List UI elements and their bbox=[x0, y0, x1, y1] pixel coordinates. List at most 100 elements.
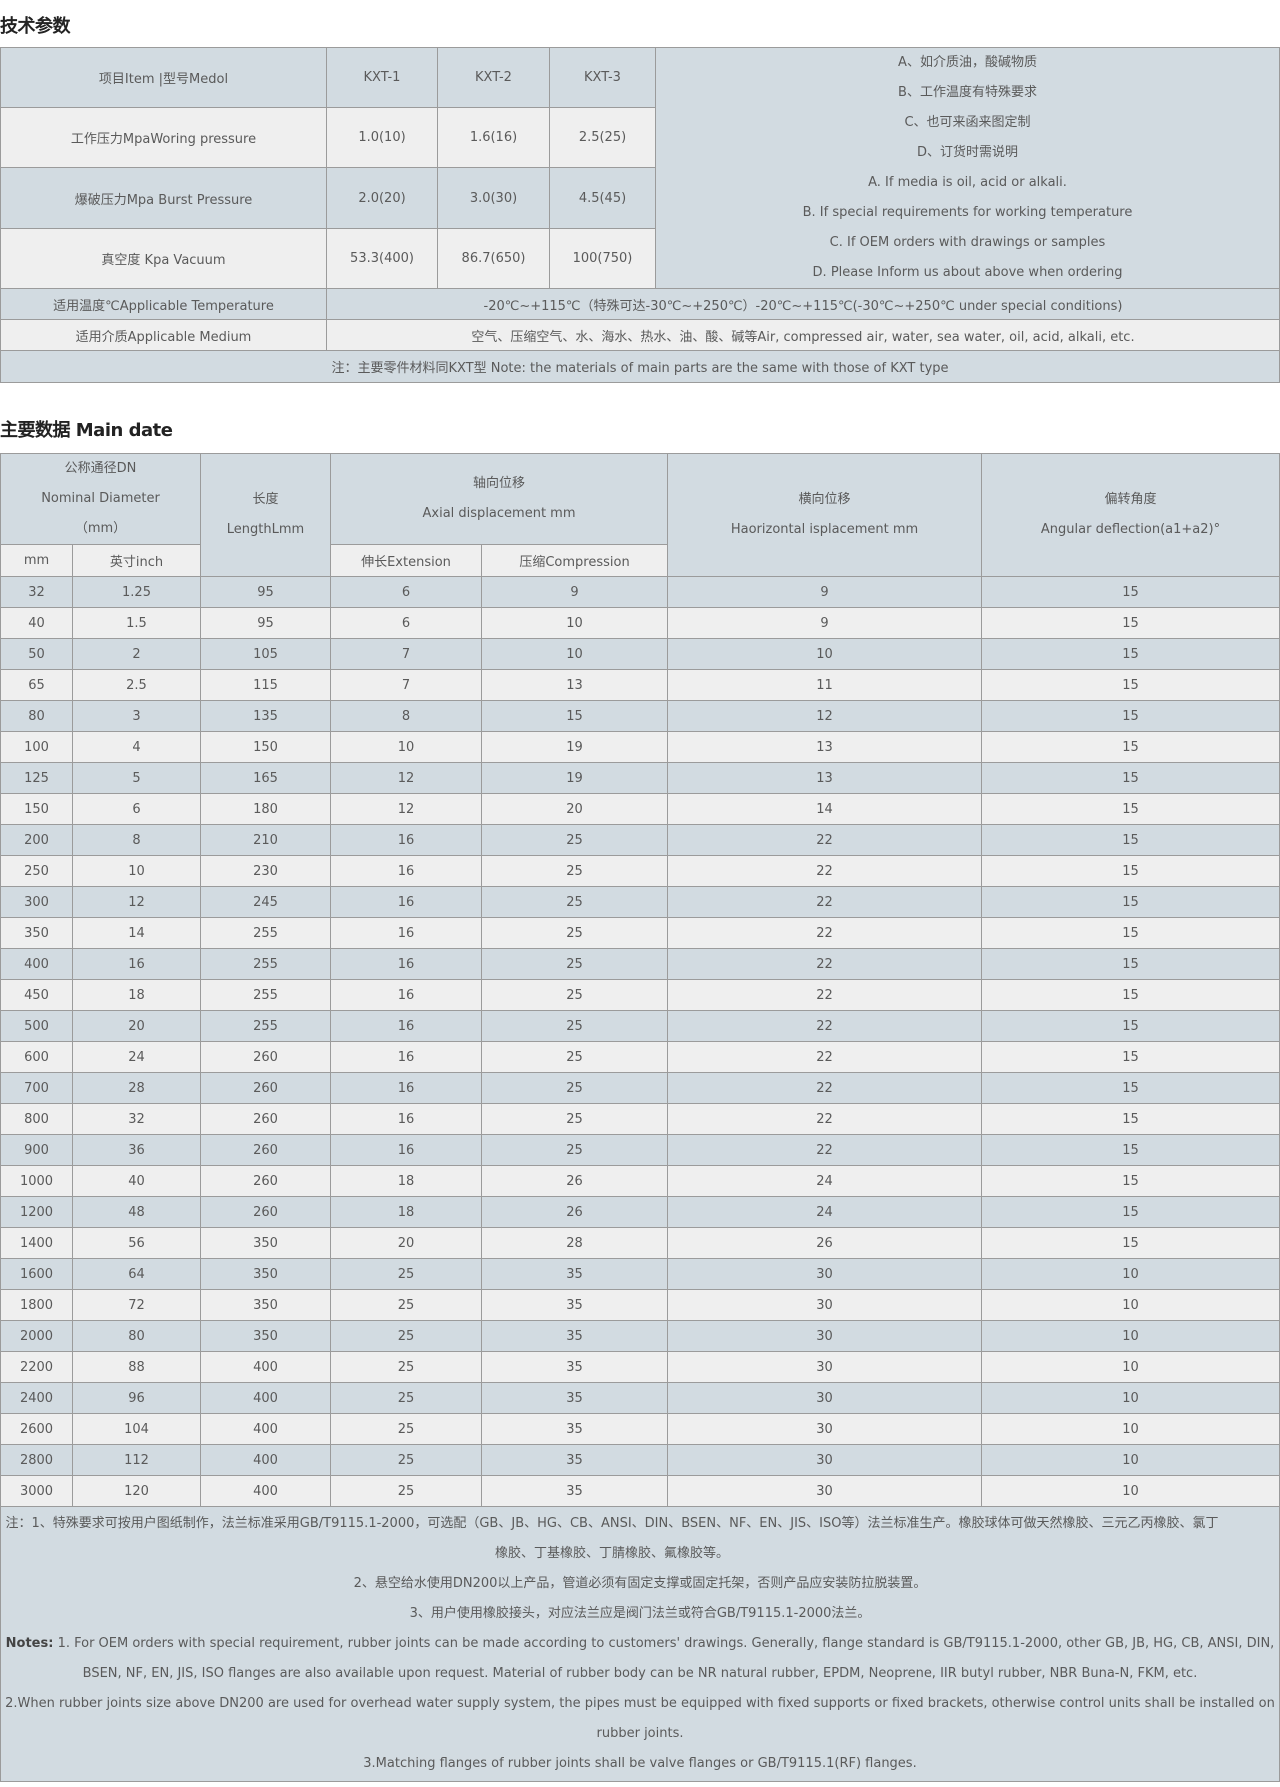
cell-extension: 16 bbox=[330, 948, 482, 980]
materials-note: 注：主要零件材料同KXT型 Note: the materials of mai… bbox=[0, 350, 1280, 383]
cell-dn-inch: 64 bbox=[72, 1258, 201, 1290]
cell: 2.5(25) bbox=[549, 107, 656, 168]
header-model: KXT-3 bbox=[549, 47, 656, 108]
cell-horizontal: 26 bbox=[667, 1227, 983, 1259]
section-title-tech-params: 技术参数 bbox=[0, 16, 71, 37]
cell-dn-inch: 1.25 bbox=[72, 576, 201, 608]
cell-extension: 16 bbox=[330, 979, 482, 1011]
cell-angular: 15 bbox=[981, 917, 1280, 949]
table-row: 65 2.5 115 7 13 11 15 bbox=[0, 669, 1280, 701]
remark: C. If OEM orders with drawings or sample… bbox=[829, 235, 1106, 250]
remark: B、工作温度有特殊要求 bbox=[898, 85, 1037, 100]
remark: D. Please Inform us about above when ord… bbox=[812, 265, 1123, 280]
table-row: 300 12 245 16 25 22 15 bbox=[0, 886, 1280, 918]
table-row: 32 1.25 95 6 9 9 15 bbox=[0, 576, 1280, 608]
cell-length: 180 bbox=[200, 793, 331, 825]
cell: 3.0(30) bbox=[437, 167, 550, 229]
cell-dn-mm: 300 bbox=[0, 886, 73, 918]
cell-dn-mm: 1400 bbox=[0, 1227, 73, 1259]
cell-angular: 15 bbox=[981, 855, 1280, 887]
cell-compression: 35 bbox=[480, 1289, 669, 1321]
cell-horizontal: 30 bbox=[667, 1258, 983, 1290]
cell-length: 245 bbox=[200, 886, 331, 918]
cell-horizontal: 22 bbox=[667, 948, 983, 980]
cell-horizontal: 9 bbox=[667, 576, 983, 608]
cell-compression: 35 bbox=[480, 1351, 669, 1383]
cell-extension: 12 bbox=[330, 793, 482, 825]
cell-angular: 15 bbox=[981, 638, 1280, 670]
cell-dn-inch: 18 bbox=[72, 979, 201, 1011]
header-horizontal: 横向位移 Haorizontal isplacement mm bbox=[667, 453, 983, 577]
cell-dn-inch: 112 bbox=[72, 1444, 201, 1476]
cell-dn-inch: 120 bbox=[72, 1475, 201, 1507]
row-label: 爆破压力Mpa Burst Pressure bbox=[0, 167, 327, 229]
header-extension: 伸长Extension bbox=[330, 544, 482, 577]
cell-horizontal: 22 bbox=[667, 1072, 983, 1104]
cell-dn-inch: 104 bbox=[72, 1413, 201, 1445]
cell: 1.0(10) bbox=[326, 107, 438, 168]
note-en: Notes: 1. For OEM orders with special re… bbox=[1, 1629, 1279, 1689]
cell-horizontal: 30 bbox=[667, 1475, 983, 1507]
temperature-label: 适用温度℃Applicable Temperature bbox=[0, 288, 327, 320]
cell-compression: 25 bbox=[480, 1072, 669, 1104]
cell-compression: 28 bbox=[480, 1227, 669, 1259]
cell-dn-mm: 125 bbox=[0, 762, 73, 794]
cell-compression: 35 bbox=[480, 1413, 669, 1445]
cell-dn-inch: 16 bbox=[72, 948, 201, 980]
cell-compression: 25 bbox=[480, 1103, 669, 1135]
cell-dn-mm: 32 bbox=[0, 576, 73, 608]
table-row: 1200 48 260 18 26 24 15 bbox=[0, 1196, 1280, 1228]
cell-dn-mm: 1800 bbox=[0, 1289, 73, 1321]
cell-dn-inch: 96 bbox=[72, 1382, 201, 1414]
cell-extension: 25 bbox=[330, 1258, 482, 1290]
cell-angular: 15 bbox=[981, 793, 1280, 825]
table-row: 500 20 255 16 25 22 15 bbox=[0, 1010, 1280, 1042]
table-row: 450 18 255 16 25 22 15 bbox=[0, 979, 1280, 1011]
cell-compression: 25 bbox=[480, 855, 669, 887]
cell-extension: 16 bbox=[330, 1103, 482, 1135]
note-en: 2.When rubber joints size above DN200 ar… bbox=[5, 1696, 1275, 1741]
cell-length: 115 bbox=[200, 669, 331, 701]
cell-horizontal: 14 bbox=[667, 793, 983, 825]
cell-dn-mm: 500 bbox=[0, 1010, 73, 1042]
cell-length: 350 bbox=[200, 1227, 331, 1259]
cell-extension: 25 bbox=[330, 1475, 482, 1507]
cell-dn-mm: 600 bbox=[0, 1041, 73, 1073]
cell-compression: 35 bbox=[480, 1444, 669, 1476]
header-line: 偏转角度 bbox=[1104, 492, 1157, 507]
header-mm: mm bbox=[0, 544, 73, 577]
cell-compression: 35 bbox=[480, 1258, 669, 1290]
cell-compression: 19 bbox=[480, 731, 669, 763]
note-cn: 2、悬空给水使用DN200以上产品，管道必须有固定支撑或固定托架，否则产品应安装… bbox=[353, 1576, 927, 1591]
remarks-cell: A、如介质油，酸碱物质 B、工作温度有特殊要求 C、也可来函来图定制 D、订货时… bbox=[655, 47, 1280, 289]
cell-dn-inch: 14 bbox=[72, 917, 201, 949]
cell-dn-mm: 450 bbox=[0, 979, 73, 1011]
cell-extension: 12 bbox=[330, 762, 482, 794]
cell-length: 260 bbox=[200, 1134, 331, 1166]
header-line: Haorizontal isplacement mm bbox=[730, 522, 919, 537]
cell-horizontal: 24 bbox=[667, 1165, 983, 1197]
cell-horizontal: 22 bbox=[667, 824, 983, 856]
notes-row: 注：1、特殊要求可按用户图纸制作，法兰标准采用GB/T9115.1-2000，可… bbox=[0, 1506, 1280, 1782]
table-row: 100 4 150 10 19 13 15 bbox=[0, 731, 1280, 763]
cell-extension: 25 bbox=[330, 1289, 482, 1321]
cell-angular: 10 bbox=[981, 1382, 1280, 1414]
cell-extension: 16 bbox=[330, 1072, 482, 1104]
cell-dn-inch: 32 bbox=[72, 1103, 201, 1135]
cell-extension: 16 bbox=[330, 1041, 482, 1073]
table-row: 2400 96 400 25 35 30 10 bbox=[0, 1382, 1280, 1414]
cell-extension: 10 bbox=[330, 731, 482, 763]
cell-horizontal: 22 bbox=[667, 1103, 983, 1135]
cell-dn-mm: 50 bbox=[0, 638, 73, 670]
cell-dn-mm: 200 bbox=[0, 824, 73, 856]
cell-dn-inch: 1.5 bbox=[72, 607, 201, 639]
table-row: 1600 64 350 25 35 30 10 bbox=[0, 1258, 1280, 1290]
row-label: 工作压力MpaWoring pressure bbox=[0, 107, 327, 168]
cell-angular: 15 bbox=[981, 1134, 1280, 1166]
table-row: 800 32 260 16 25 22 15 bbox=[0, 1103, 1280, 1135]
cell-angular: 15 bbox=[981, 886, 1280, 918]
cell-compression: 19 bbox=[480, 762, 669, 794]
cell-horizontal: 30 bbox=[667, 1382, 983, 1414]
cell-compression: 13 bbox=[480, 669, 669, 701]
tech-params-table: 项目Item |型号Medol KXT-1 KXT-2 KXT-3 A、如介质油… bbox=[0, 47, 1280, 383]
